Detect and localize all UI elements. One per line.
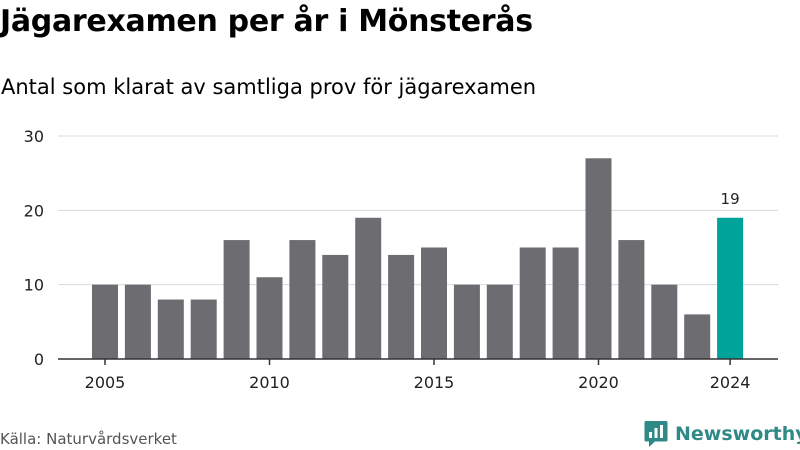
bar-2012 bbox=[322, 254, 349, 359]
y-tick-label: 20 bbox=[24, 201, 44, 220]
axes bbox=[58, 358, 778, 365]
bar-2022 bbox=[651, 284, 678, 359]
bar-2019 bbox=[552, 247, 579, 359]
x-tick-label: 2005 bbox=[85, 373, 126, 392]
bar-2020 bbox=[585, 158, 612, 359]
y-tick-label: 0 bbox=[34, 350, 44, 369]
bar-2015 bbox=[421, 247, 447, 359]
bars bbox=[92, 158, 744, 359]
x-tick-label: 2010 bbox=[249, 373, 290, 392]
bar-2009 bbox=[223, 240, 250, 359]
y-tick-label: 30 bbox=[24, 127, 44, 146]
bar-2005 bbox=[92, 284, 118, 359]
labels: 0 10 20 30 19 2005 2010 2015 2020 2024 bbox=[24, 127, 751, 392]
value-label-2024: 19 bbox=[721, 190, 740, 208]
bar-2016 bbox=[453, 284, 480, 359]
bar-2021 bbox=[618, 240, 645, 359]
chart-title: Jägarexamen per år i Mönsterås bbox=[0, 4, 533, 39]
bar-2017 bbox=[486, 284, 513, 359]
bar-2007 bbox=[157, 299, 184, 359]
bar-2024 bbox=[717, 217, 744, 359]
x-tick-label: 2015 bbox=[414, 373, 455, 392]
bar-2013 bbox=[355, 217, 382, 359]
bar-2023 bbox=[684, 314, 711, 359]
bar-2011 bbox=[289, 240, 316, 359]
bar-2018 bbox=[519, 247, 546, 359]
x-tick-label: 2024 bbox=[710, 373, 751, 392]
bar-2010 bbox=[256, 277, 283, 359]
source-note: Källa: Naturvårdsverket bbox=[0, 430, 177, 448]
brand-name: Newsworthy bbox=[675, 423, 800, 445]
bar-2006 bbox=[124, 284, 151, 359]
bar-2014 bbox=[388, 254, 415, 359]
bar-chart: 0 10 20 30 19 2005 2010 2015 2020 2024 bbox=[24, 127, 778, 392]
newsworthy-logo-icon bbox=[644, 421, 668, 447]
x-tick-label: 2020 bbox=[578, 373, 619, 392]
grid-lines bbox=[58, 135, 778, 286]
bar-2008 bbox=[190, 299, 217, 359]
chart-subtitle: Antal som klarat av samtliga prov för jä… bbox=[1, 75, 537, 99]
brand-logo: Newsworthy bbox=[644, 420, 800, 448]
y-tick-label: 10 bbox=[24, 276, 44, 295]
